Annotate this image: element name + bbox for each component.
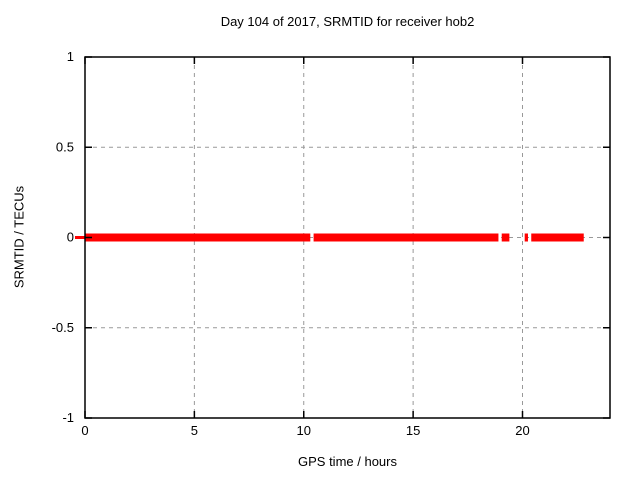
x-tick-label: 20 [515,423,529,438]
x-tick-label: 10 [297,423,311,438]
chart-title: Day 104 of 2017, SRMTID for receiver hob… [220,14,475,29]
y-tick-label: -0.5 [52,320,74,335]
x-tick-label: 0 [81,423,88,438]
x-tick-label: 5 [191,423,198,438]
x-tick-label: 15 [406,423,420,438]
series-segment [524,233,528,242]
y-tick-label: 1 [67,49,74,64]
y-tick-label: -1 [62,410,74,425]
y-tick-label: 0 [67,230,74,245]
series-segment [313,233,499,242]
series-segment [531,233,584,242]
series-segment [501,233,510,242]
series-segment [85,233,311,242]
x-axis-label: GPS time / hours [298,454,397,469]
series-start-cap [75,236,85,239]
y-tick-label: 0.5 [56,139,74,154]
